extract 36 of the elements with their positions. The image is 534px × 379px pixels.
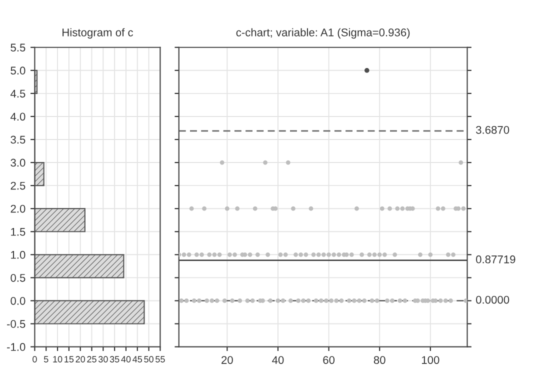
y-tick-label: 3.0 [10,158,26,167]
x-tick-label: 15 [64,356,74,362]
y-tick-label: 1.5 [11,228,26,236]
x-tick-label: 55 [156,356,165,362]
y-tick-label: 3.5 [10,136,26,144]
x-tick-label: 60 [323,356,335,364]
y-tick-label: 5.0 [10,66,26,75]
chart-title: c-chart; variable: A1 (Sigma=0.936) [236,28,410,39]
ref-line-label: 0.87719 [476,255,516,264]
ref-line-label: 3.6870 [476,126,510,134]
x-tick-label: 50 [144,356,154,362]
x-tick-label: 20 [222,356,233,364]
y-tick-label: -1.0 [7,343,26,351]
x-tick-label: 20 [76,356,86,362]
x-tick-label: 5 [44,356,48,362]
x-tick-label: 40 [272,356,284,364]
y-tick-label: -0.5 [7,320,26,328]
x-tick-label: 30 [98,356,108,362]
y-tick-label: 0.0 [10,296,26,305]
x-tick-label: 40 [121,356,131,362]
y-tick-label: 4.5 [10,90,26,98]
y-tick-label: 1.0 [11,250,26,259]
x-tick-label: 45 [132,356,142,362]
ref-line-label: 0.0000 [476,296,510,304]
x-tick-label: 25 [87,356,96,362]
y-tick-label: 2.0 [10,204,26,213]
x-tick-label: 0 [32,356,37,362]
x-tick-label: 100 [422,356,440,364]
x-tick-label: 10 [53,356,62,362]
chart-title: Histogram of c [62,28,133,39]
y-tick-label: 2.5 [10,182,26,190]
x-tick-label: 80 [374,356,386,364]
y-tick-label: 4.0 [10,112,26,121]
x-tick-label: 35 [110,356,120,362]
y-tick-label: 0.5 [10,274,26,282]
y-tick-label: 5.5 [10,44,26,52]
